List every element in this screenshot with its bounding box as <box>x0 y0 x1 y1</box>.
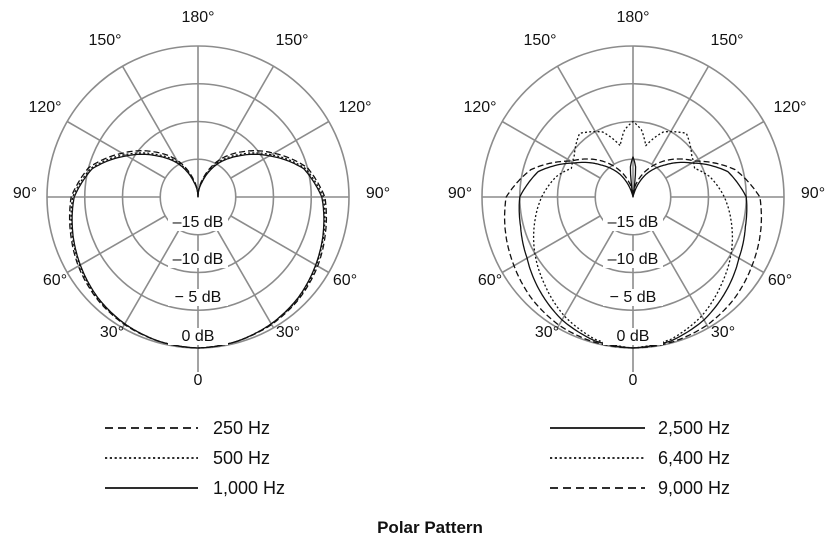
grid-spoke <box>556 65 615 165</box>
angle-tick-label: 30° <box>535 324 559 341</box>
grid-spoke <box>121 229 180 329</box>
angle-tick-label: 60° <box>768 272 792 289</box>
grid-spoke <box>121 65 180 165</box>
angle-tick-label: 120° <box>773 99 806 116</box>
series-curve-6400hz <box>532 120 734 349</box>
radial-label-backing <box>168 328 228 345</box>
angle-tick-label: 30° <box>276 324 300 341</box>
radial-tick-label: − 5 dB <box>610 289 657 306</box>
angle-tick-label: 150° <box>523 32 556 49</box>
radial-label-backing <box>168 289 228 306</box>
angle-tick-label: 0 <box>194 372 203 389</box>
angle-tick-label: 150° <box>275 32 308 49</box>
grid-spoke <box>501 215 601 274</box>
angle-tick-label: 60° <box>333 272 357 289</box>
grid-spoke <box>216 65 275 165</box>
grid-spoke <box>66 120 166 179</box>
radial-tick-label: –15 dB <box>608 214 659 231</box>
radial-label-backing <box>168 251 228 268</box>
radial-label-backing <box>603 251 663 268</box>
angle-tick-label: 90° <box>13 185 37 202</box>
legend-label: 1,000 Hz <box>213 478 285 498</box>
series-curve-9000hz <box>503 158 763 349</box>
radial-tick-label: –10 dB <box>173 251 224 268</box>
angle-tick-label: 180° <box>616 9 649 26</box>
grid-spoke <box>665 120 765 179</box>
polar-chart-2: –15 dB –10 dB − 5 dB 0 dB 180° 150° 150° 120° 12… <box>448 9 825 498</box>
grid-spoke <box>651 229 710 329</box>
grid-spoke <box>230 120 330 179</box>
angle-tick-label: 120° <box>463 99 496 116</box>
angle-tick-label: 120° <box>28 99 61 116</box>
angle-tick-label: 60° <box>43 272 67 289</box>
grid-spoke <box>501 120 601 179</box>
radial-tick-label: − 5 dB <box>175 289 222 306</box>
grid-spoke <box>665 215 765 274</box>
grid-spoke <box>651 65 710 165</box>
legend-label: 2,500 Hz <box>658 418 730 438</box>
grid-spoke <box>230 215 330 274</box>
radial-label-backing <box>603 214 663 231</box>
angle-tick-label: 180° <box>181 9 214 26</box>
radial-label-backing <box>168 214 228 231</box>
angle-tick-label: 30° <box>711 324 735 341</box>
chart-title: Polar Pattern <box>377 518 483 537</box>
angle-tick-label: 60° <box>478 272 502 289</box>
radial-label-backing <box>603 289 663 306</box>
angle-tick-label: 0 <box>629 372 638 389</box>
angle-tick-label: 150° <box>88 32 121 49</box>
polar-chart-1: –15 dB –10 dB − 5 dB 0 dB 180° 150° 150° 120° 12… <box>13 9 390 498</box>
grid-spoke <box>556 229 615 329</box>
legend-label: 9,000 Hz <box>658 478 730 498</box>
angle-tick-label: 90° <box>366 185 390 202</box>
series-curve-1000hz <box>71 153 325 349</box>
angle-tick-label: 30° <box>100 324 124 341</box>
angle-tick-label: 90° <box>448 185 472 202</box>
legend-label: 500 Hz <box>213 448 270 468</box>
angle-tick-label: 90° <box>801 185 825 202</box>
radial-tick-label: –15 dB <box>173 214 224 231</box>
series-curve-2500hz <box>518 156 748 349</box>
radial-tick-label: –10 dB <box>608 251 659 268</box>
series-curve-500hz <box>70 152 326 349</box>
series-curve-250hz <box>68 150 328 349</box>
radial-tick-label: 0 dB <box>617 328 650 345</box>
radial-label-backing <box>603 328 663 345</box>
angle-tick-label: 150° <box>710 32 743 49</box>
grid-spoke <box>216 229 275 329</box>
legend-label: 250 Hz <box>213 418 270 438</box>
grid-spoke <box>66 215 166 274</box>
radial-tick-label: 0 dB <box>182 328 215 345</box>
legend-label: 6,400 Hz <box>658 448 730 468</box>
angle-tick-label: 120° <box>338 99 371 116</box>
